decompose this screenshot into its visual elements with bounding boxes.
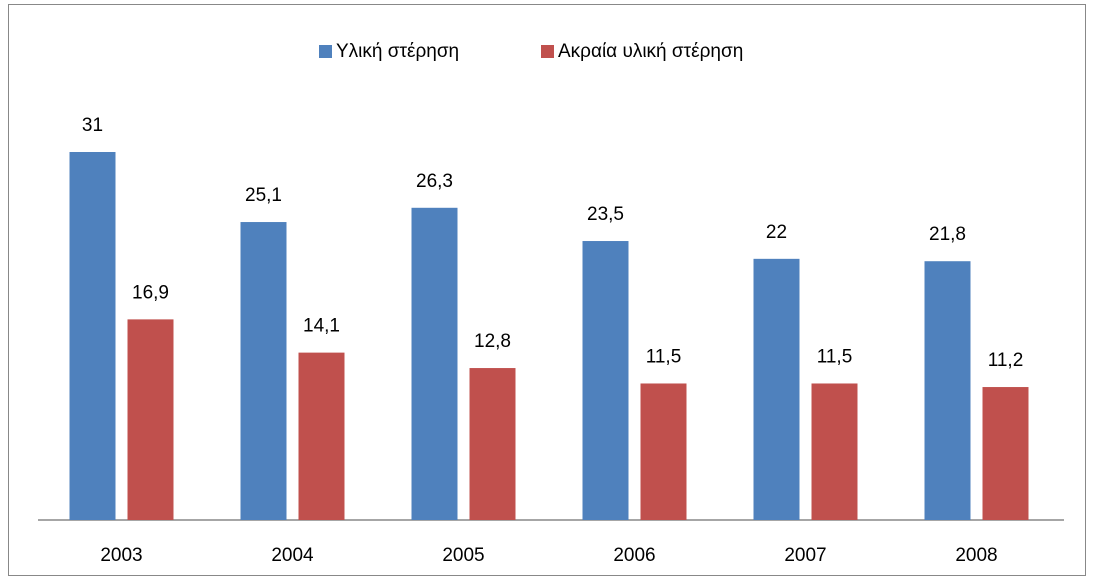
x-tick-label: 2006: [613, 545, 655, 566]
bar: [753, 258, 800, 520]
legend-swatch: [541, 45, 554, 58]
data-label: 22: [766, 222, 787, 243]
legend-swatch: [319, 45, 332, 58]
data-label: 31: [82, 115, 103, 136]
data-label: 12,8: [474, 331, 511, 352]
bar: [982, 387, 1029, 520]
bar: [127, 319, 174, 520]
legend-label: Ακραία υλική στέρηση: [558, 41, 743, 62]
data-label: 11,2: [988, 350, 1024, 371]
bar: [640, 383, 687, 520]
chart-border: [8, 4, 1086, 576]
data-label: 23,5: [587, 204, 624, 225]
data-label: 21,8: [929, 224, 966, 245]
legend-label: Υλική στέρηση: [336, 41, 459, 62]
bar: [582, 241, 629, 520]
x-tick-label: 2007: [784, 545, 826, 566]
bar: [298, 352, 345, 520]
data-label: 14,1: [303, 316, 340, 337]
bar: [69, 152, 116, 520]
data-label: 16,9: [132, 282, 169, 303]
bar: [411, 207, 458, 520]
bar: [811, 383, 858, 520]
x-tick-label: 2003: [100, 545, 142, 566]
x-tick-label: 2008: [955, 545, 997, 566]
x-tick-label: 2004: [271, 545, 314, 566]
data-label: 11,5: [817, 346, 853, 367]
bar: [469, 368, 516, 520]
bar: [240, 222, 287, 521]
data-label: 25,1: [245, 185, 282, 206]
bar: [924, 261, 971, 520]
x-tick-label: 2005: [442, 545, 484, 566]
data-label: 11,5: [646, 346, 682, 367]
data-label: 26,3: [416, 171, 453, 192]
